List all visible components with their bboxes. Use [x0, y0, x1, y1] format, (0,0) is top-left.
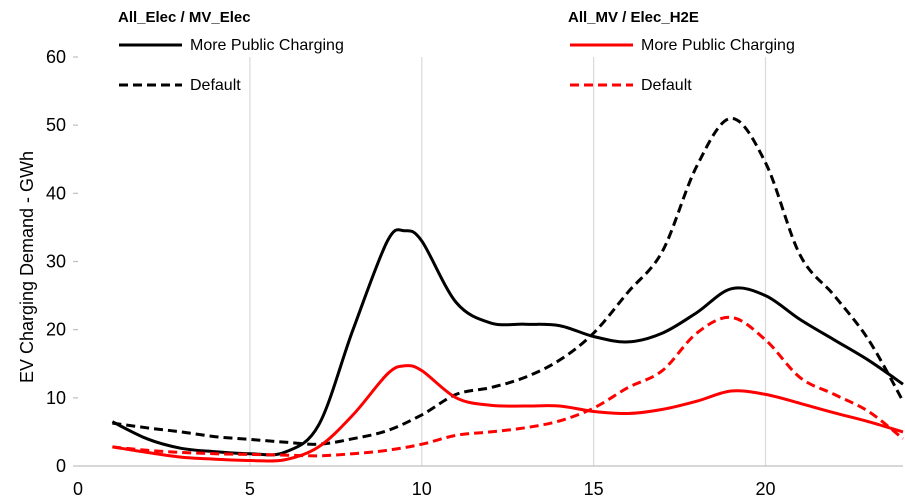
y-tick-label: 60	[46, 47, 66, 67]
x-tick-labels: 0 5 10 15 20	[73, 479, 776, 499]
legend-entry-label: Default	[190, 77, 241, 94]
legend: All_Elec / MV_Elec More Public Charging De…	[118, 9, 795, 94]
vertical-gridlines	[249, 57, 767, 466]
series-line-all-mv-more-public-charging	[112, 364, 904, 463]
series-lines	[111, 116, 905, 463]
x-tick-label: 0	[73, 479, 83, 499]
y-tick-label: 20	[46, 320, 66, 340]
legend-entry-label: More Public Charging	[190, 37, 344, 54]
y-axis-label: EV Charging Demand - GWh	[17, 151, 37, 383]
y-tick-label: 30	[46, 252, 66, 272]
y-tick-labels: 0 10 20 30 40 50 60	[46, 47, 66, 476]
legend-entry-label: More Public Charging	[641, 37, 795, 54]
y-tick-label: 10	[46, 388, 66, 408]
legend-group-title: All_MV / Elec_H2E	[568, 9, 699, 26]
axes	[73, 56, 903, 467]
legend-entry-label: Default	[641, 77, 692, 94]
y-tick-label: 40	[46, 183, 66, 203]
series-line-all-elec-more-public-charging	[111, 228, 904, 457]
x-tick-label: 5	[245, 479, 255, 499]
series-line-all-elec-default	[112, 116, 905, 446]
series-line-all-mv-default	[112, 315, 904, 458]
legend-group-title: All_Elec / MV_Elec	[118, 9, 251, 26]
x-tick-label: 20	[755, 479, 775, 499]
x-tick-label: 15	[584, 479, 604, 499]
x-tick-label: 10	[412, 479, 432, 499]
y-tick-label: 0	[56, 456, 66, 476]
y-tick-label: 50	[46, 115, 66, 135]
